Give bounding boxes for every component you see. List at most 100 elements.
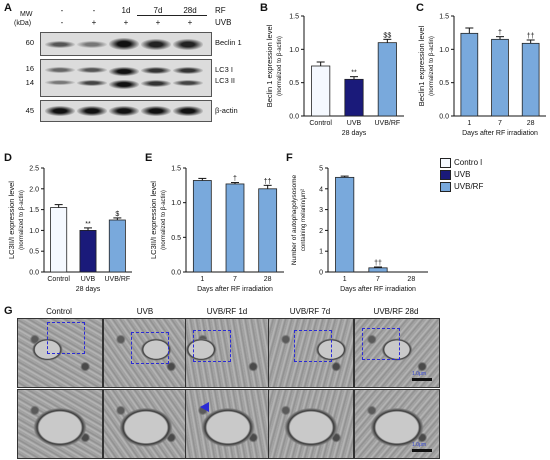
blot-band <box>141 38 171 50</box>
significance-mark: † <box>498 30 502 37</box>
mw-unit: (kDa) <box>14 20 32 27</box>
uvb-cond-3: + <box>155 18 161 27</box>
bar-1 <box>192 180 212 273</box>
x-tick-label: 1 <box>200 276 204 283</box>
uvb-row-label: UVB <box>215 18 232 27</box>
scale-bar-label: 1.0μm <box>412 371 426 377</box>
y-axis-sublabel: (normalized to β-actin) <box>19 190 25 250</box>
y-tick-label: 0 <box>319 270 323 277</box>
label-actin: β-actin <box>215 106 238 115</box>
em-column-label-2: UVB/RF 1d <box>206 307 248 316</box>
bar-7 <box>368 267 388 273</box>
chart-f: 0 1 2 3 4 5 1 †† 7 28 Days after RF irradiation Num… <box>291 166 428 293</box>
y-axis-sublabel: containing melanin/μm² <box>301 189 307 251</box>
scale-bar-label: 1.0μm <box>412 442 426 448</box>
mw-title: MW <box>20 11 33 18</box>
bar-Control <box>311 65 331 117</box>
uvb-cond-2: + <box>123 18 129 27</box>
panel-label-g: G <box>4 305 13 317</box>
significance-mark: †† <box>374 260 382 267</box>
bar-7 <box>491 38 509 117</box>
chart-d: 0.0 0.5 1.0 1.5 2.0 2.5 Control ** UVB $ UVB/RF28 … <box>7 166 132 293</box>
significance-mark: $$ <box>383 32 391 39</box>
legend-label-uvb: UVB <box>454 170 471 179</box>
rf-cond-4: 28d <box>183 6 197 15</box>
em-image-top-4 <box>354 318 440 388</box>
blot-band <box>45 106 75 116</box>
blot-band <box>173 67 203 74</box>
em-column-label-3: UVB/RF 7d <box>289 307 331 316</box>
blot-band <box>109 67 139 76</box>
em-column-label-1: UVB <box>136 307 154 316</box>
y-tick-label: 0.5 <box>29 249 39 256</box>
legend-swatch-uvb-rf <box>440 182 451 192</box>
blot-band <box>77 80 107 86</box>
blot-band <box>141 67 171 74</box>
legend-swatch-uvb <box>440 170 451 180</box>
uvb-cond-1: + <box>91 18 97 27</box>
panel-label-a: A <box>4 2 12 14</box>
blot-band <box>77 40 107 48</box>
panel-label-b: B <box>260 2 268 14</box>
x-tick-label: UVB/RF <box>104 276 130 283</box>
mw-16: 16 <box>25 64 34 73</box>
blot-band <box>77 67 107 73</box>
blot-band <box>173 80 203 86</box>
bar-1 <box>460 32 479 117</box>
zoom-region-box <box>294 330 332 362</box>
x-tick-label: 28 <box>407 276 415 283</box>
y-tick-label: 2.5 <box>29 166 39 173</box>
y-tick-label: 0.0 <box>29 270 39 277</box>
y-axis-label: Beclin 1 expression level <box>265 24 274 107</box>
panel-label-d: D <box>4 152 12 164</box>
y-tick-label: 1 <box>319 249 323 256</box>
panel-label-e: E <box>145 152 153 164</box>
mw-14: 14 <box>25 78 34 87</box>
scale-bar <box>412 378 432 381</box>
significance-mark: $ <box>115 211 119 218</box>
bar-Control <box>50 207 68 273</box>
panel-label-c: C <box>416 2 424 14</box>
legend-label-control: Contro l <box>454 158 483 167</box>
zoom-region-box <box>193 330 231 362</box>
x-tick-label: 28 <box>264 276 272 283</box>
x-tick-label: 28 <box>527 120 535 127</box>
rf-cond-0: - <box>60 6 64 15</box>
rf-underline <box>137 15 207 16</box>
bar-UVB/RF <box>108 219 126 273</box>
em-column-label-0: Control <box>46 307 72 316</box>
blot-band <box>45 40 75 48</box>
x-tick-label: Control <box>47 276 70 283</box>
y-tick-label: 3 <box>319 207 323 214</box>
y-tick-label: 4 <box>319 186 323 193</box>
x-tick-label: UVB <box>81 276 96 283</box>
bar-UVB <box>344 78 364 117</box>
rf-cond-2: 1d <box>121 6 131 15</box>
blot-band <box>109 106 139 116</box>
panel-label-f: F <box>286 152 293 164</box>
y-axis-label: LC3II/I expression level <box>7 181 16 259</box>
x-tick-label: UVB/RF <box>374 120 400 127</box>
y-tick-label: 1.0 <box>439 47 449 54</box>
y-axis-sublabel: (normalized to β-actin) <box>429 36 435 96</box>
bar-UVB/RF <box>377 42 397 117</box>
y-tick-label: 1.5 <box>439 14 449 21</box>
y-tick-label: 1.0 <box>29 228 39 235</box>
x-tick-label: Control <box>309 120 332 127</box>
x-tick-label: 7 <box>498 120 502 127</box>
em-image-bottom-2 <box>185 389 271 459</box>
blot-actin <box>40 100 212 122</box>
x-tick-label: 7 <box>376 276 380 283</box>
legend-label-uvb-rf: UVB/RF <box>454 182 484 191</box>
x-axis-label: 28 days <box>342 130 367 137</box>
blot-band <box>141 106 171 116</box>
arrowhead-icon <box>200 402 209 412</box>
x-tick-label: 1 <box>467 120 471 127</box>
label-lc3-ii: LC3 II <box>215 76 236 85</box>
chart-e: 0.0 0.5 1.0 1.5 1 † 7 †† 28 Days after RF irradia… <box>149 166 284 293</box>
x-tick-label: 1 <box>343 276 347 283</box>
y-tick-label: 2 <box>319 228 323 235</box>
em-image-bottom-4 <box>354 389 440 459</box>
label-lc3-i: LC3 I <box>215 65 233 74</box>
blot-band <box>141 80 171 87</box>
